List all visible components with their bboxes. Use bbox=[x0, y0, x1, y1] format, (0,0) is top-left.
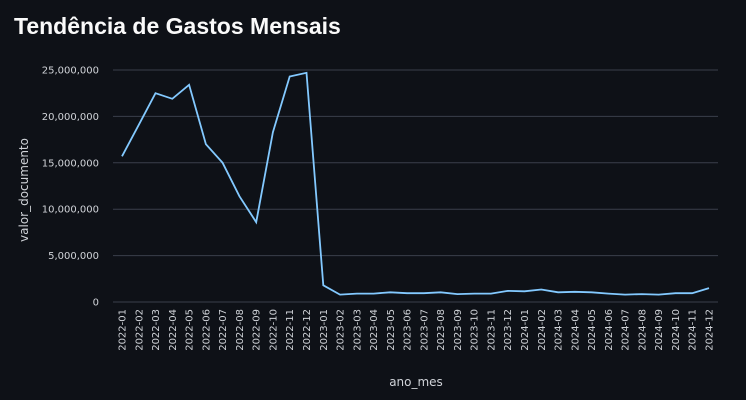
x-tick-label: 2024-10 bbox=[671, 309, 682, 351]
x-tick-label: 2023-05 bbox=[386, 309, 397, 351]
x-tick-label: 2023-10 bbox=[470, 309, 481, 351]
x-tick-label: 2023-03 bbox=[352, 309, 363, 351]
x-tick-label: 2023-04 bbox=[369, 309, 380, 351]
y-tick-label: 5,000,000 bbox=[48, 251, 99, 262]
x-tick-label: 2024-04 bbox=[570, 309, 581, 351]
x-tick-label: 2023-11 bbox=[486, 309, 497, 351]
x-tick-label: 2023-12 bbox=[503, 309, 514, 351]
x-tick-label: 2022-08 bbox=[235, 309, 246, 351]
series-line bbox=[121, 71, 710, 296]
x-tick-label: 2022-11 bbox=[285, 309, 296, 351]
x-tick-label: 2022-09 bbox=[252, 309, 263, 351]
y-tick-label: 20,000,000 bbox=[42, 112, 99, 123]
x-tick-label: 2022-05 bbox=[185, 309, 196, 351]
x-tick-label: 2023-01 bbox=[319, 309, 330, 351]
x-tick-label: 2024-08 bbox=[637, 309, 648, 351]
grid-layer bbox=[113, 69, 718, 303]
x-tick-label: 2022-12 bbox=[302, 309, 313, 351]
x-tick-label: 2024-03 bbox=[554, 309, 565, 351]
x-tick-label: 2024-12 bbox=[705, 309, 716, 351]
page-title: Tendência de Gastos Mensais bbox=[14, 13, 341, 39]
x-tick-label: 2024-07 bbox=[621, 309, 632, 351]
x-axis-title: ano_mes bbox=[389, 375, 443, 389]
x-tick-label: 2023-07 bbox=[419, 309, 430, 351]
x-tick-label: 2022-06 bbox=[201, 309, 212, 351]
x-tick-label: 2024-05 bbox=[587, 309, 598, 351]
y-axis-title: valor_documento bbox=[17, 138, 31, 242]
y-tick-label: 10,000,000 bbox=[42, 205, 99, 216]
y-tick-labels: 0 5,000,000 10,000,000 15,000,000 20,000,000… bbox=[42, 66, 99, 309]
x-tick-label: 2022-01 bbox=[118, 309, 129, 351]
y-tick-label: 15,000,000 bbox=[42, 158, 99, 169]
x-tick-label: 2022-03 bbox=[151, 309, 162, 351]
x-tick-label: 2022-10 bbox=[268, 309, 279, 351]
x-tick-label: 2024-02 bbox=[537, 309, 548, 351]
x-tick-label: 2023-09 bbox=[453, 309, 464, 351]
x-tick-label: 2024-01 bbox=[520, 309, 531, 351]
x-tick-label: 2024-11 bbox=[688, 309, 699, 351]
x-tick-label: 2023-06 bbox=[403, 309, 414, 351]
x-tick-label: 2023-08 bbox=[436, 309, 447, 351]
x-tick-label: 2024-09 bbox=[654, 309, 665, 351]
x-tick-label: 2024-06 bbox=[604, 309, 615, 351]
series-layer bbox=[121, 71, 710, 296]
x-tick-label: 2023-02 bbox=[336, 309, 347, 351]
y-tick-label: 25,000,000 bbox=[42, 66, 99, 77]
x-tick-labels: 2022-01 2022-02 2022-03 2022-04 2022-05 2022-… bbox=[118, 309, 716, 351]
x-tick-label: 2022-02 bbox=[134, 309, 145, 351]
x-tick-label: 2022-04 bbox=[168, 309, 179, 351]
x-tick-label: 2022-07 bbox=[218, 309, 229, 351]
y-tick-label: 0 bbox=[93, 298, 99, 309]
